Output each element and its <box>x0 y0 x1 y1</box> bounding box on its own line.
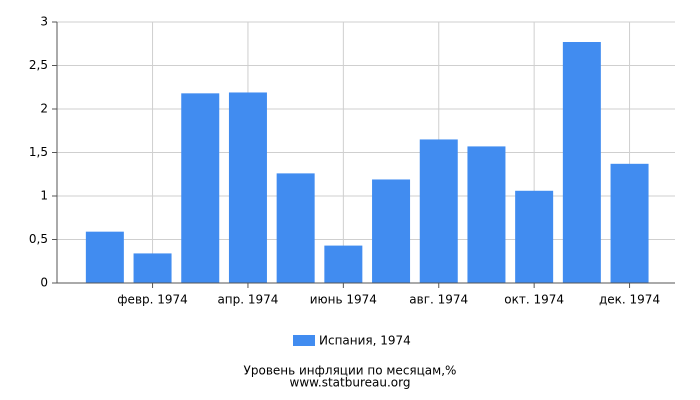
bar <box>419 139 458 283</box>
x-tick-label: апр. 1974 <box>217 293 278 307</box>
y-tick-label: 1 <box>40 189 48 203</box>
bar <box>372 179 411 283</box>
bar <box>467 146 506 283</box>
bar <box>610 163 649 283</box>
legend-label: Испания, 1974 <box>319 334 411 348</box>
y-tick-label: 1,5 <box>29 145 48 159</box>
bar <box>133 253 172 283</box>
bar <box>562 42 601 284</box>
bar <box>515 190 554 283</box>
bar <box>181 93 220 283</box>
y-tick-label: 0 <box>40 276 48 290</box>
y-tick-label: 3 <box>40 15 48 29</box>
x-tick-label: июнь 1974 <box>310 293 377 307</box>
y-tick-label: 0,5 <box>29 232 48 246</box>
bar <box>85 231 124 283</box>
y-tick-label: 2,5 <box>29 58 48 72</box>
bar <box>324 245 363 283</box>
bar <box>228 92 267 283</box>
legend-swatch <box>293 335 315 346</box>
x-tick-label: авг. 1974 <box>409 293 468 307</box>
y-tick-label: 2 <box>40 102 48 116</box>
chart-title: Уровень инфляции по месяцам,% <box>244 364 457 378</box>
x-tick-label: дек. 1974 <box>599 293 660 307</box>
source: www.statbureau.org <box>290 376 411 390</box>
x-tick-label: окт. 1974 <box>504 293 564 307</box>
bar <box>276 173 315 283</box>
x-tick-label: февр. 1974 <box>117 293 188 307</box>
